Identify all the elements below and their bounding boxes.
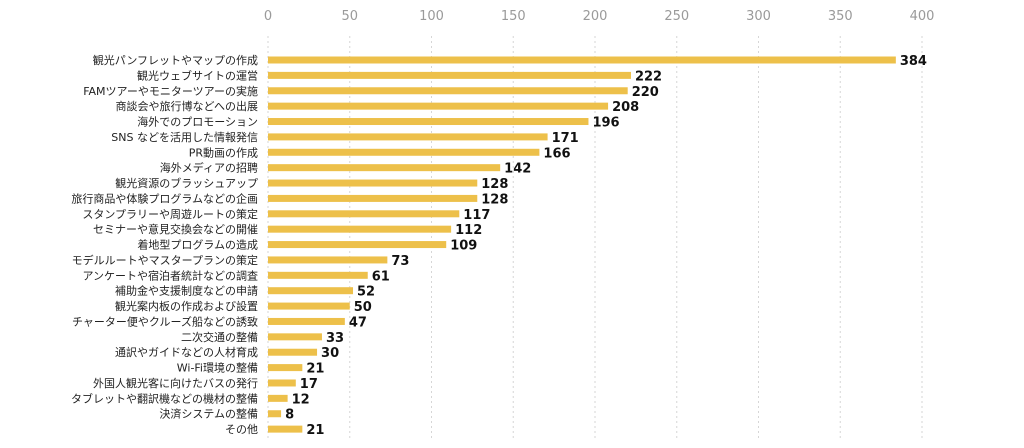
category-label: スタンプラリーや周遊ルートの策定 [82, 207, 258, 221]
bar [268, 241, 447, 249]
x-tick-label: 0 [264, 9, 272, 24]
x-tick-label: 300 [746, 9, 771, 24]
value-label: 142 [504, 162, 531, 177]
bar [268, 333, 322, 341]
value-label: 52 [357, 285, 375, 300]
category-label: 商談会や旅行博などへの出展 [116, 99, 258, 113]
value-label: 384 [900, 54, 927, 69]
value-label: 33 [326, 331, 344, 346]
bar [268, 148, 540, 156]
category-label: PR動画の作成 [189, 145, 258, 159]
category-label: 決済システムの整備 [159, 407, 258, 421]
value-label: 109 [450, 239, 477, 254]
x-axis-ticks: 0 50 100 150 200 250 300 350 400 [264, 9, 935, 24]
category-label: モデルルートやマスタープランの策定 [72, 253, 258, 267]
x-tick-label: 350 [828, 9, 853, 24]
category-label: 海外メディアの招聘 [160, 161, 258, 175]
category-label: 補助金や支援制度などの申請 [115, 284, 258, 298]
category-label: 外国人観光客に向けたバスの発行 [93, 376, 258, 390]
bar [268, 133, 548, 141]
x-tick-label: 50 [341, 9, 358, 24]
value-label: 30 [321, 346, 339, 361]
bar [268, 118, 589, 126]
value-label: 222 [635, 69, 662, 84]
value-label: 128 [481, 192, 508, 207]
bar [268, 194, 478, 202]
category-label: 観光資源のブラッシュアップ [115, 176, 258, 190]
category-label: 観光パンフレットやマップの作成 [93, 53, 258, 67]
category-label: セミナーや意見交換会などの開催 [93, 222, 258, 236]
value-label: 196 [592, 116, 619, 131]
bar [268, 56, 896, 64]
bar [268, 271, 368, 279]
bar [268, 210, 460, 218]
category-label: SNS などを活用した情報発信 [111, 130, 258, 144]
value-label: 21 [306, 423, 324, 438]
value-label: 12 [292, 392, 310, 407]
category-label: 海外でのプロモーション [137, 115, 258, 129]
bar [268, 164, 501, 172]
category-label: FAMツアーやモニターツアーの実施 [83, 84, 258, 98]
category-label: チャーター便やクルーズ船などの誘致 [72, 314, 258, 328]
value-label: 128 [481, 177, 508, 192]
bar [268, 102, 609, 110]
bars [268, 56, 896, 433]
value-label: 21 [306, 362, 324, 377]
bar [268, 379, 296, 387]
value-label: 171 [552, 131, 579, 146]
bar [268, 394, 288, 402]
grid-lines [267, 36, 923, 440]
value-label: 8 [285, 408, 294, 423]
value-label: 117 [463, 208, 490, 223]
value-label: 208 [612, 100, 639, 115]
bar [268, 410, 282, 418]
value-labels: 3842222202081961711661421281281171121097… [285, 54, 927, 438]
category-label: タブレットや翻訳機などの機材の整備 [71, 391, 258, 405]
bar [268, 225, 452, 233]
x-tick-label: 250 [664, 9, 689, 24]
bar [268, 425, 303, 433]
category-label: 旅行商品や体験プログラムなどの企画 [71, 191, 258, 205]
value-label: 220 [632, 85, 659, 100]
bar [268, 348, 318, 356]
bar [268, 87, 628, 95]
bar [268, 317, 345, 325]
category-label: 観光案内板の作成および設置 [115, 299, 258, 313]
value-label: 112 [455, 223, 482, 238]
value-label: 61 [372, 269, 390, 284]
value-label: 166 [543, 146, 570, 161]
value-label: 17 [300, 377, 318, 392]
bar [268, 302, 350, 310]
category-label: 通訳やガイドなどの人材育成 [115, 345, 258, 359]
category-label: その他 [225, 423, 258, 436]
x-tick-label: 400 [910, 9, 935, 24]
value-label: 73 [391, 254, 409, 269]
x-tick-label: 200 [583, 9, 608, 24]
category-label: 観光ウェブサイトの運営 [137, 68, 258, 82]
category-label: 着地型プログラムの造成 [137, 238, 258, 252]
value-label: 50 [354, 300, 372, 315]
x-tick-label: 150 [501, 9, 526, 24]
category-label: Wi-Fi環境の整備 [177, 361, 258, 375]
bar [268, 179, 478, 187]
category-label: 二次交通の整備 [181, 330, 258, 344]
category-label: アンケートや宿泊者統計などの調査 [82, 268, 258, 282]
bar [268, 287, 354, 295]
x-tick-label: 100 [419, 9, 444, 24]
bar [268, 256, 388, 264]
bar [268, 364, 303, 372]
bar [268, 71, 631, 79]
value-label: 47 [349, 315, 367, 330]
